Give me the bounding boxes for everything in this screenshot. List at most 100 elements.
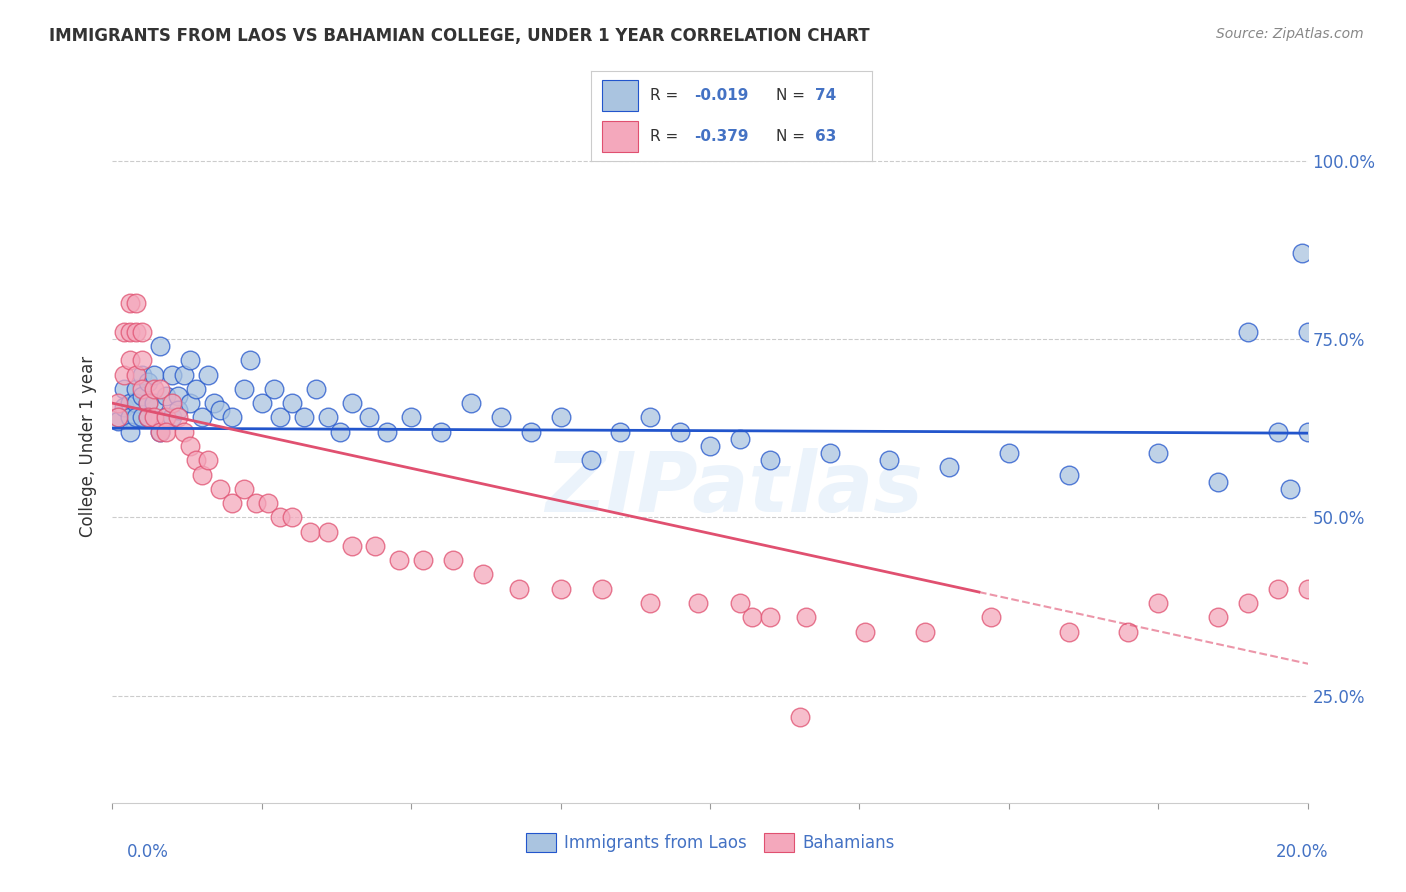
Point: [155, 425, 177, 439]
Point: [699, 439, 721, 453]
Point: [131, 382, 153, 396]
Point: [131, 410, 153, 425]
Point: [1147, 596, 1170, 610]
Text: N =: N =: [776, 88, 810, 103]
Point: [412, 553, 434, 567]
Point: [138, 396, 160, 410]
Point: [149, 425, 172, 439]
Text: IMMIGRANTS FROM LAOS VS BAHAMIAN COLLEGE, UNDER 1 YEAR CORRELATION CHART: IMMIGRANTS FROM LAOS VS BAHAMIAN COLLEGE…: [49, 27, 870, 45]
Point: [1206, 610, 1229, 624]
Point: [143, 396, 166, 410]
Point: [120, 425, 142, 439]
Point: [316, 524, 339, 539]
Point: [131, 368, 153, 382]
Point: [138, 375, 160, 389]
Point: [1278, 482, 1301, 496]
Point: [472, 567, 495, 582]
Point: [125, 410, 148, 425]
Point: [250, 396, 273, 410]
Point: [131, 353, 153, 368]
Bar: [602, 121, 638, 152]
Point: [131, 325, 153, 339]
Point: [759, 453, 782, 467]
Point: [186, 453, 208, 467]
Point: [179, 353, 201, 368]
Point: [186, 382, 208, 396]
Point: [1267, 425, 1289, 439]
Point: [233, 382, 256, 396]
Point: [550, 582, 572, 596]
Point: [167, 389, 190, 403]
Point: [269, 510, 291, 524]
Point: [125, 325, 148, 339]
Point: [191, 467, 214, 482]
Point: [167, 403, 190, 417]
Point: [155, 410, 177, 425]
Point: [162, 396, 183, 410]
Text: N =: N =: [776, 129, 810, 144]
Point: [728, 596, 751, 610]
Point: [1118, 624, 1140, 639]
Point: [107, 396, 129, 410]
Point: [855, 624, 877, 639]
Point: [120, 410, 142, 425]
Point: [138, 410, 160, 425]
Point: [245, 496, 267, 510]
Point: [221, 410, 243, 425]
Point: [155, 389, 177, 403]
Point: [340, 396, 363, 410]
Point: [441, 553, 464, 567]
Point: [1147, 446, 1170, 460]
Point: [388, 553, 411, 567]
Point: [1296, 325, 1319, 339]
Point: [818, 446, 841, 460]
Point: [1057, 467, 1080, 482]
Point: [114, 382, 135, 396]
Point: [179, 439, 201, 453]
Point: [759, 610, 782, 624]
Point: [202, 396, 225, 410]
Point: [131, 389, 153, 403]
Point: [794, 610, 817, 624]
Point: [179, 396, 201, 410]
Point: [120, 353, 142, 368]
Point: [173, 425, 195, 439]
Point: [107, 410, 129, 425]
Text: 20.0%: 20.0%: [1277, 843, 1329, 861]
Point: [329, 425, 352, 439]
Point: [120, 325, 142, 339]
Point: [669, 425, 692, 439]
Point: [209, 403, 232, 417]
Point: [340, 539, 363, 553]
Point: [298, 524, 321, 539]
Text: R =: R =: [650, 129, 683, 144]
Point: [1237, 596, 1260, 610]
Point: [143, 368, 166, 382]
Point: [430, 425, 453, 439]
Point: [233, 482, 256, 496]
Point: [149, 339, 172, 353]
Bar: [602, 80, 638, 111]
Point: [125, 368, 148, 382]
Point: [305, 382, 328, 396]
Point: [1296, 425, 1319, 439]
Point: [114, 325, 135, 339]
Point: [579, 453, 602, 467]
Point: [125, 396, 148, 410]
Text: 63: 63: [815, 129, 837, 144]
Text: ZIPatlas: ZIPatlas: [546, 449, 922, 529]
Point: [162, 410, 183, 425]
Point: [125, 382, 148, 396]
Point: [998, 446, 1021, 460]
Point: [789, 710, 811, 724]
Point: [143, 382, 166, 396]
Point: [364, 539, 387, 553]
Point: [257, 496, 280, 510]
Point: [640, 596, 662, 610]
Text: 74: 74: [815, 88, 837, 103]
Point: [107, 410, 129, 425]
Point: [508, 582, 530, 596]
Point: [155, 410, 177, 425]
Point: [359, 410, 381, 425]
Point: [173, 368, 195, 382]
